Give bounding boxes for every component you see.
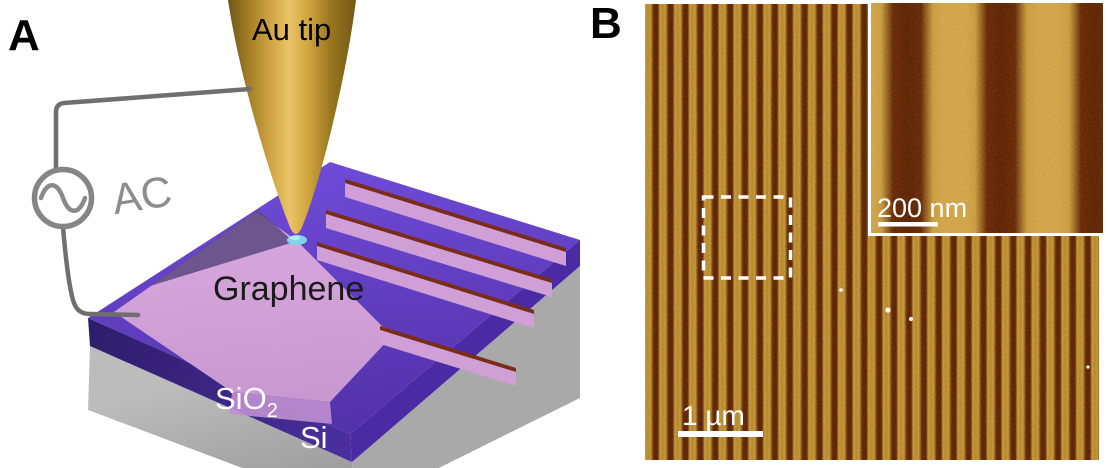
inset-scale-bar: [878, 222, 938, 227]
afm-inset-annotations: 200 nm: [877, 193, 967, 227]
graphene-stripes: [317, 179, 566, 386]
wire-to-tip: [53, 86, 253, 172]
graphene-sheet-front: [230, 392, 332, 424]
wire-to-sample: [60, 224, 141, 318]
inset-scale-bar-label: 200 nm: [877, 193, 967, 223]
panel-b-label: B: [590, 0, 622, 48]
sio2-label: SiO2: [215, 381, 278, 422]
graphene-label: Graphene: [213, 270, 364, 308]
panel-a-schematic: A Au tip AC Graphene SiO2 Si: [8, 0, 580, 468]
afm-inset-image: 200 nm: [868, 0, 1106, 236]
si-front-left-face: [88, 346, 353, 468]
au-tip-label: Au tip: [252, 12, 331, 47]
au-tip-cone: [228, 0, 356, 234]
main-scale-bar: [678, 431, 763, 437]
main-scale-bar-label: 1 µm: [682, 400, 745, 431]
afm-main-annotations: 1 µm: [678, 195, 1090, 437]
sio2-front-right-face: [350, 240, 580, 462]
ac-label: AC: [109, 167, 176, 224]
tip-shadow: [150, 210, 294, 286]
roi-dashed-box: [701, 195, 793, 280]
ac-source-icon: [31, 166, 95, 230]
sio2-front-left-face: [88, 318, 352, 462]
tip-contact-highlight: [290, 235, 300, 241]
panel-a-label: A: [8, 11, 40, 60]
afm-defect-specks: [839, 288, 1090, 369]
si-label: Si: [300, 420, 328, 455]
circuit-wires: [53, 86, 253, 318]
graphene-sheet: [114, 212, 392, 402]
afm-inset-noise-texture-dark: [871, 3, 1103, 233]
